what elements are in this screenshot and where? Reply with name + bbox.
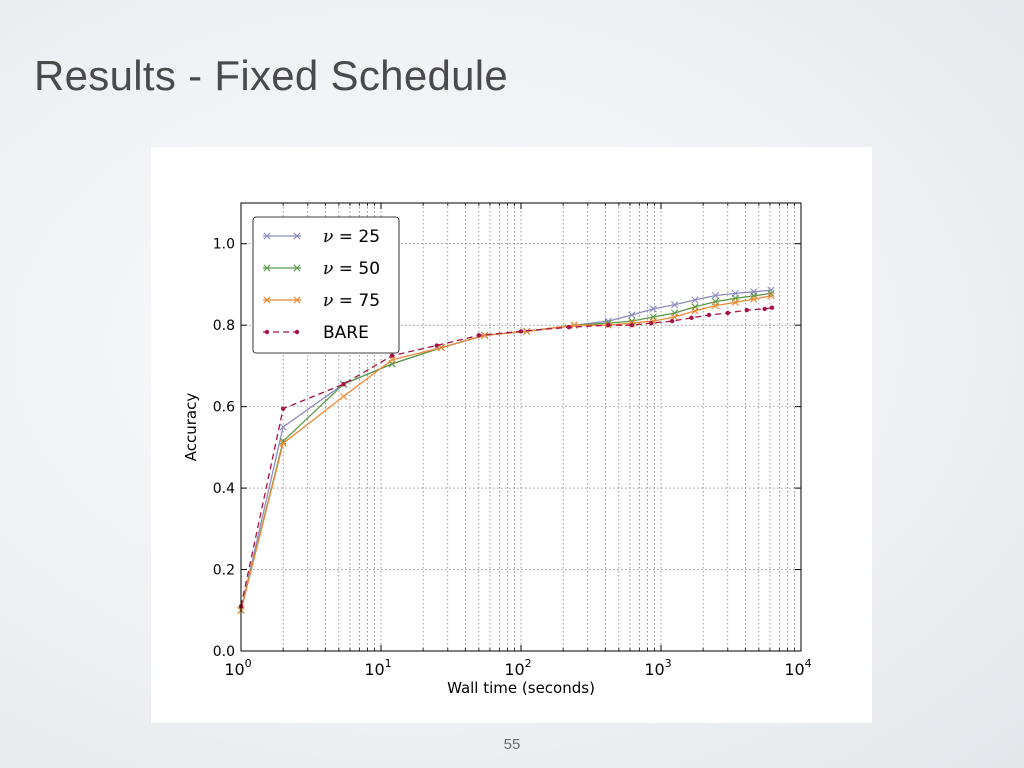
y-tick-label: 0.6 [213, 400, 235, 416]
data-point [769, 305, 775, 310]
data-point [389, 353, 395, 358]
legend-entry-2: ν = 75 [263, 291, 380, 311]
data-point [481, 331, 489, 339]
data-point [750, 295, 758, 303]
data-point [691, 307, 699, 315]
legend-marker [293, 296, 301, 304]
series-3 [238, 305, 775, 609]
legend-marker [264, 329, 270, 335]
page-number: 55 [503, 736, 521, 753]
x-tick-label: 103 [644, 657, 671, 679]
data-point [691, 296, 699, 304]
data-point [744, 307, 749, 313]
data-point [279, 423, 287, 431]
data-point [669, 318, 675, 324]
data-point [706, 312, 712, 318]
data-point [279, 437, 287, 445]
legend-marker [294, 329, 300, 335]
data-point [566, 325, 572, 330]
legend-entry-0: ν = 25 [263, 227, 380, 247]
legend-marker [263, 296, 271, 304]
chart-panel: 100 101 102 103 104 0.0 0.2 0.4 0.6 0.8 1.0 ν = 25… [151, 147, 872, 723]
legend-entry-3: BARE [263, 323, 369, 343]
x-tick-label: 102 [504, 657, 531, 679]
legend-marker [293, 232, 301, 240]
slide-title: Results - Fixed Schedule [34, 52, 509, 99]
data-point [649, 305, 657, 313]
data-point [341, 382, 346, 387]
data-point [767, 292, 775, 300]
data-point [689, 315, 694, 321]
data-point [731, 298, 739, 306]
data-point [628, 311, 636, 319]
data-point [606, 322, 611, 328]
x-tick-label: 101 [364, 657, 391, 679]
data-point [711, 302, 720, 310]
x-axis-label: Wall time (seconds) [447, 679, 595, 697]
data-point [339, 392, 348, 401]
x-tick-label: 100 [224, 657, 251, 679]
legend-marker [293, 264, 301, 272]
y-tick-label: 1.0 [213, 237, 235, 253]
series-line [240, 307, 773, 607]
y-tick-label: 0.0 [213, 644, 235, 660]
data-point [762, 306, 767, 312]
legend-label: ν = 25 [323, 227, 380, 247]
data-point [279, 439, 287, 447]
legend: ν = 25 ν = 50 ν = 75 BARE [252, 216, 400, 354]
legend-label: BARE [323, 323, 369, 343]
data-point [767, 286, 775, 294]
legend-label: ν = 50 [323, 259, 380, 279]
data-point [476, 333, 482, 338]
legend-box [252, 216, 400, 354]
data-point [648, 320, 654, 326]
data-point [670, 301, 679, 309]
legend-marker [263, 232, 271, 240]
axis-ticks: 100 101 102 103 104 0.0 0.2 0.4 0.6 0.8 1.0 [213, 203, 812, 679]
data-point [280, 406, 286, 411]
data-point [629, 322, 635, 328]
data-point [434, 343, 439, 348]
data-point [750, 292, 758, 300]
x-tick-label: 104 [784, 657, 811, 679]
legend-entry-1: ν = 50 [263, 259, 380, 279]
data-point [518, 329, 524, 334]
y-tick-label: 0.2 [213, 563, 235, 579]
legend-label: ν = 75 [323, 291, 380, 311]
grid-lines [241, 203, 801, 651]
y-axis-label: Accuracy [182, 393, 200, 462]
y-tick-label: 0.4 [213, 481, 235, 497]
series-lines [237, 286, 775, 614]
legend-marker [263, 264, 271, 272]
data-point [711, 291, 720, 300]
data-point [725, 310, 730, 316]
data-point [767, 289, 775, 298]
y-tick-label: 0.8 [213, 318, 235, 334]
accuracy-chart: 100 101 102 103 104 0.0 0.2 0.4 0.6 0.8 1.0 ν = 25… [182, 202, 812, 697]
